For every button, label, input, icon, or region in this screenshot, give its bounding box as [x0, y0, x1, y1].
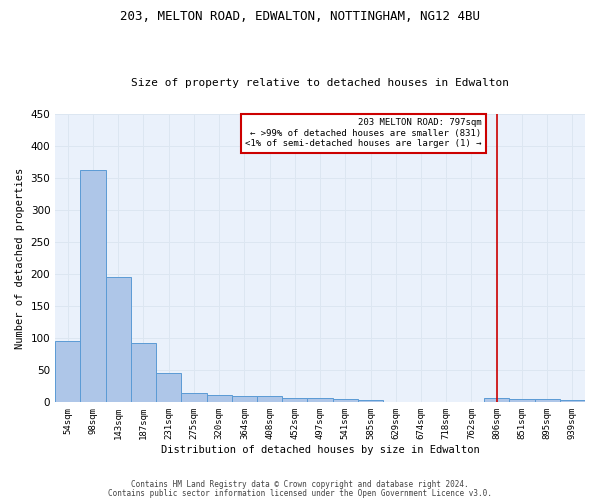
Bar [282, 398, 307, 402]
Bar [232, 396, 257, 402]
Y-axis label: Number of detached properties: Number of detached properties [15, 168, 25, 348]
Bar [307, 398, 332, 402]
Text: 203 MELTON ROAD: 797sqm
← >99% of detached houses are smaller (831)
<1% of semi-: 203 MELTON ROAD: 797sqm ← >99% of detach… [245, 118, 482, 148]
Bar [55, 342, 80, 402]
Bar [560, 400, 585, 402]
Bar [358, 400, 383, 402]
Bar [206, 394, 232, 402]
Text: 203, MELTON ROAD, EDWALTON, NOTTINGHAM, NG12 4BU: 203, MELTON ROAD, EDWALTON, NOTTINGHAM, … [120, 10, 480, 23]
Text: Contains public sector information licensed under the Open Government Licence v3: Contains public sector information licen… [108, 489, 492, 498]
Bar [156, 373, 181, 402]
Bar [80, 170, 106, 402]
Bar [131, 342, 156, 402]
Bar [257, 396, 282, 402]
Bar [535, 399, 560, 402]
Title: Size of property relative to detached houses in Edwalton: Size of property relative to detached ho… [131, 78, 509, 88]
X-axis label: Distribution of detached houses by size in Edwalton: Distribution of detached houses by size … [161, 445, 479, 455]
Bar [509, 399, 535, 402]
Bar [106, 278, 131, 402]
Text: Contains HM Land Registry data © Crown copyright and database right 2024.: Contains HM Land Registry data © Crown c… [131, 480, 469, 489]
Bar [332, 399, 358, 402]
Bar [181, 392, 206, 402]
Bar [484, 398, 509, 402]
